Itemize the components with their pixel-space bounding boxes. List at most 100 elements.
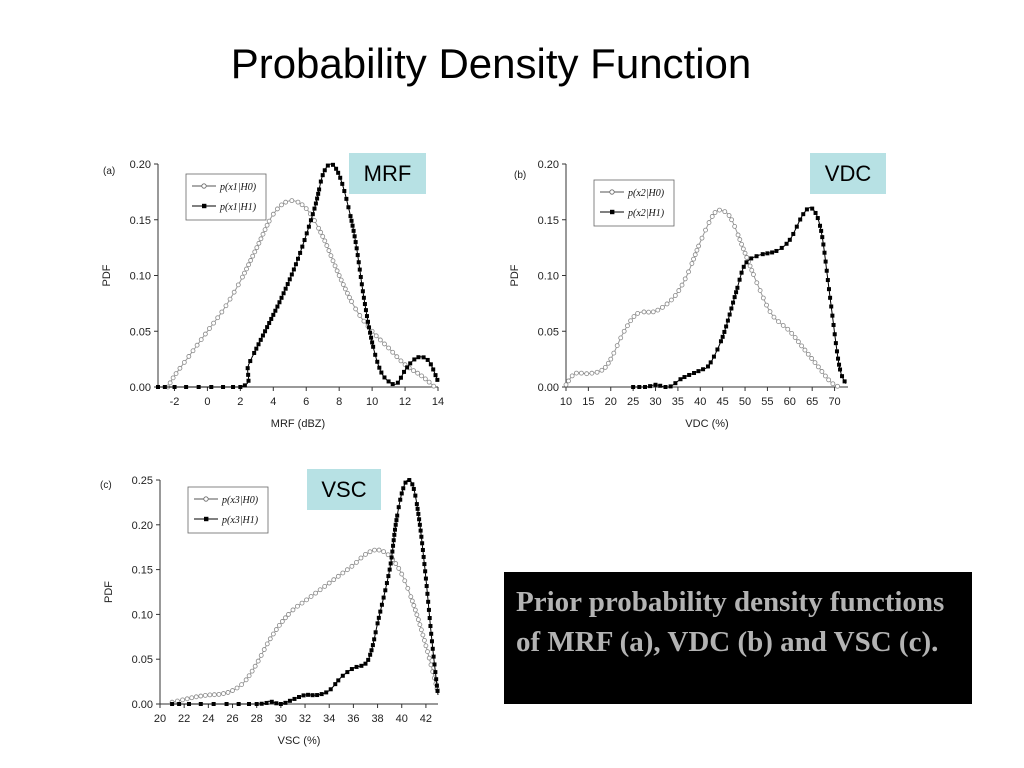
- data-point: [795, 339, 801, 345]
- data-point: [256, 342, 261, 347]
- data-point: [315, 196, 320, 201]
- y-tick-label: 0.10: [132, 609, 153, 621]
- data-point: [254, 346, 259, 351]
- data-point: [304, 231, 309, 236]
- data-point: [332, 263, 338, 269]
- data-point: [320, 173, 325, 178]
- data-point: [393, 522, 398, 527]
- data-point: [262, 227, 268, 233]
- data-point: [717, 207, 722, 213]
- x-tick-label: 32: [299, 713, 311, 725]
- data-point: [431, 383, 437, 389]
- data-point: [359, 282, 364, 287]
- data-point: [386, 574, 391, 579]
- data-point: [676, 288, 682, 293]
- series-line: [171, 549, 439, 703]
- y-tick-label: 0.00: [132, 699, 153, 711]
- data-point: [340, 570, 346, 576]
- data-point: [283, 700, 288, 705]
- data-point: [416, 511, 421, 516]
- data-point: [289, 198, 295, 204]
- data-point: [415, 370, 421, 376]
- data-point: [744, 255, 750, 260]
- legend-box: [593, 179, 675, 227]
- data-point: [420, 548, 425, 552]
- data-point: [390, 349, 396, 355]
- data-point: [207, 692, 213, 698]
- data-point: [411, 603, 417, 608]
- data-point: [372, 637, 377, 642]
- data-point: [729, 306, 734, 311]
- data-point: [223, 303, 229, 309]
- data-point: [631, 385, 636, 389]
- data-point: [353, 240, 358, 245]
- legend: p(x3|H0) p(x3|H1): [187, 486, 269, 534]
- x-axis-label: VDC (%): [685, 418, 728, 430]
- data-point: [578, 370, 584, 376]
- data-point: [300, 244, 305, 249]
- x-tick-label: 25: [627, 396, 639, 408]
- data-point: [741, 264, 746, 269]
- data-point: [805, 351, 811, 357]
- data-point: [170, 375, 176, 381]
- data-point: [715, 347, 720, 352]
- data-point: [428, 624, 433, 629]
- data-point: [813, 210, 818, 215]
- data-point: [281, 291, 286, 296]
- data-point: [381, 595, 386, 600]
- data-point: [297, 695, 301, 699]
- data-point: [317, 587, 323, 593]
- data-point: [207, 326, 212, 331]
- data-point: [402, 369, 407, 374]
- x-tick-label: 10: [560, 396, 572, 408]
- data-point: [162, 385, 167, 389]
- data-point: [794, 224, 799, 229]
- legend-marker: [609, 189, 615, 195]
- data-point: [692, 252, 698, 258]
- data-point: [420, 541, 425, 546]
- data-point: [387, 567, 392, 572]
- data-point: [739, 270, 744, 275]
- data-point: [181, 360, 187, 365]
- data-point: [248, 359, 253, 364]
- data-point: [265, 325, 270, 330]
- data-point: [277, 300, 282, 305]
- data-point: [349, 299, 354, 304]
- data-point: [354, 246, 359, 251]
- vsc-tag: VSC: [307, 469, 381, 510]
- data-point: [405, 585, 411, 591]
- data-point: [287, 277, 292, 282]
- data-point: [831, 322, 836, 327]
- data-point: [411, 368, 416, 374]
- data-point: [340, 673, 345, 678]
- data-point: [421, 554, 426, 559]
- data-point: [740, 246, 746, 252]
- data-point: [347, 295, 352, 300]
- data-point: [324, 243, 330, 248]
- data-point: [172, 385, 177, 389]
- data-point: [618, 335, 624, 341]
- data-point: [732, 295, 737, 300]
- data-point: [221, 385, 226, 389]
- data-point: [412, 357, 417, 362]
- legend-label: p(x1|H0): [219, 182, 257, 193]
- data-point: [403, 480, 408, 485]
- data-point: [660, 304, 665, 310]
- data-point: [699, 235, 705, 241]
- data-point: [292, 696, 297, 701]
- data-point: [363, 551, 368, 557]
- data-point: [377, 337, 383, 343]
- data-point: [184, 696, 190, 702]
- data-point: [429, 631, 434, 636]
- data-point: [410, 482, 415, 487]
- data-point: [372, 547, 377, 553]
- data-point: [170, 702, 175, 706]
- data-point: [296, 256, 300, 261]
- data-point: [256, 240, 262, 246]
- data-point: [368, 652, 373, 657]
- data-point: [787, 237, 792, 242]
- data-point: [823, 259, 828, 264]
- data-point: [726, 213, 732, 218]
- data-point: [317, 187, 322, 192]
- data-point: [405, 365, 410, 370]
